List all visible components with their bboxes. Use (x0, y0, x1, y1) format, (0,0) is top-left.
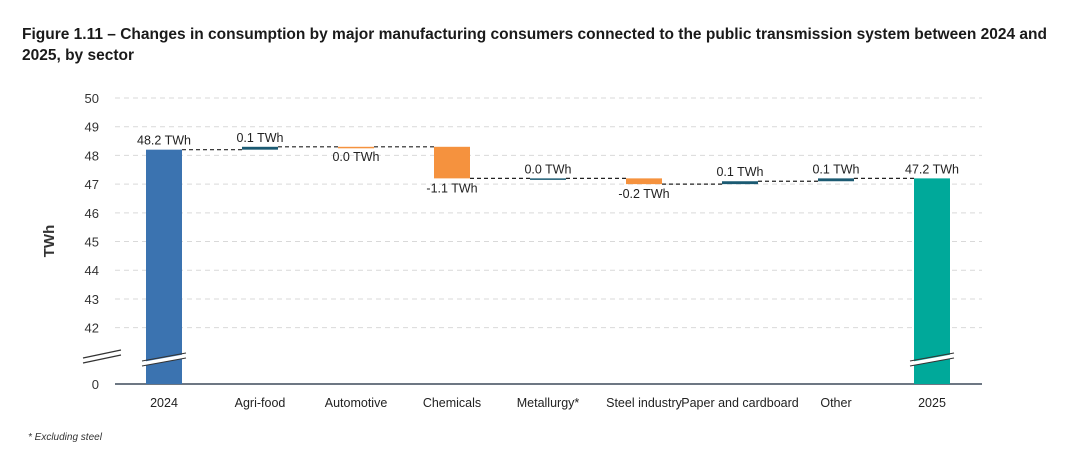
data-label: 0.1 TWh (716, 165, 763, 179)
y-tick-label: 0 (92, 377, 99, 392)
bar-break-icon (141, 352, 187, 367)
data-label: 48.2 TWh (137, 134, 191, 148)
data-label: 0.0 TWh (332, 150, 379, 164)
bar-break-gap (910, 354, 954, 366)
bar-metallurgy- (530, 178, 566, 180)
y-tick-label: 43 (85, 292, 99, 307)
x-tick-label: Chemicals (423, 396, 481, 410)
bar-chemicals (434, 146, 470, 179)
y-tick-label: 48 (85, 148, 99, 163)
y-tick-label: 44 (85, 263, 99, 278)
bar-break-gap (142, 354, 186, 366)
data-label: 0.0 TWh (524, 162, 571, 176)
x-tick-label: Metallurgy* (517, 396, 580, 410)
y-axis-label: TWh (41, 225, 58, 257)
y-tick-label: 47 (85, 177, 99, 192)
data-label: -1.1 TWh (426, 181, 477, 195)
data-label: -0.2 TWh (618, 187, 669, 201)
bar-2025 (914, 178, 950, 384)
x-tick-label: Other (820, 396, 851, 410)
bar-2024 (146, 149, 182, 384)
data-label: 47.2 TWh (905, 162, 959, 176)
data-label: 0.1 TWh (236, 131, 283, 145)
bar-agri-food (242, 146, 278, 150)
axis-break-icon (82, 349, 122, 364)
y-tick-label: 45 (85, 235, 99, 250)
chart-title: Figure 1.11 – Changes in consumption by … (22, 26, 1047, 64)
bar-automotive (338, 146, 374, 149)
y-tick-label: 42 (85, 321, 99, 336)
bar-break-icon (909, 352, 955, 367)
x-tick-label: 2024 (150, 396, 178, 410)
bar-steel-industry (626, 178, 662, 185)
bar-paper-and-cardboard (722, 181, 758, 185)
bar-other (818, 178, 854, 182)
data-label: 0.1 TWh (812, 162, 859, 176)
x-tick-label: Automotive (325, 396, 388, 410)
y-tick-label: 50 (85, 91, 99, 106)
y-tick-label: 46 (85, 206, 99, 221)
x-tick-label: Steel industry (606, 396, 682, 410)
x-tick-label: Paper and cardboard (681, 396, 798, 410)
y-tick-label: 49 (85, 120, 99, 135)
x-tick-label: 2025 (918, 396, 946, 410)
x-tick-label: Agri-food (235, 396, 286, 410)
footnote: * Excluding steel (28, 432, 102, 443)
